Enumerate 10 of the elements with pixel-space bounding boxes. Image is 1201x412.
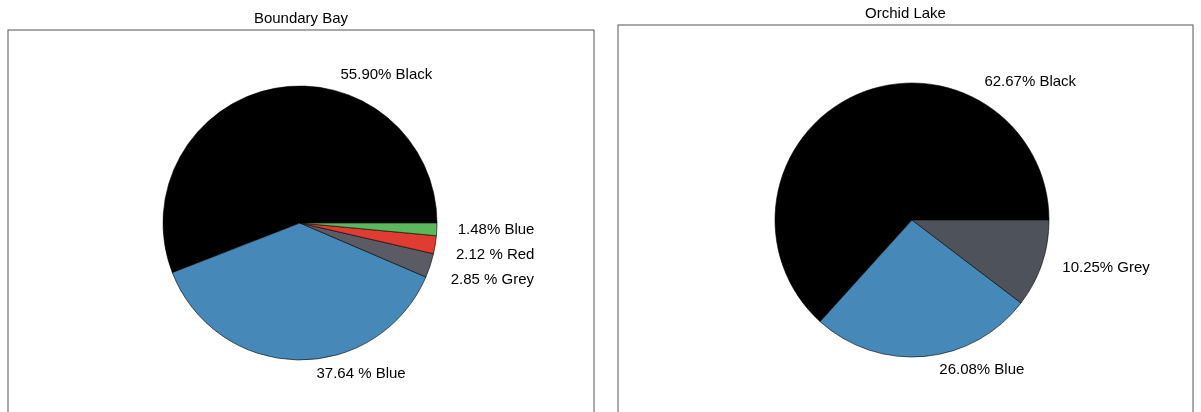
slice-label: 1.48% Blue [457, 219, 535, 237]
slice-label: 62.67% Black [984, 72, 1077, 90]
slice-label: 10.25% Grey [1062, 258, 1151, 276]
chart-title: Boundary Bay [253, 9, 349, 26]
slice-label: 26.08% Blue [939, 360, 1025, 378]
slice-label: 2.12 % Red [456, 244, 535, 262]
slice-label: 55.90% Black [340, 64, 433, 82]
slice-label: 37.64 % Blue [316, 363, 406, 381]
slice-label: 2.85 % Grey [450, 269, 535, 287]
chart-title: Orchid Lake [865, 4, 946, 21]
